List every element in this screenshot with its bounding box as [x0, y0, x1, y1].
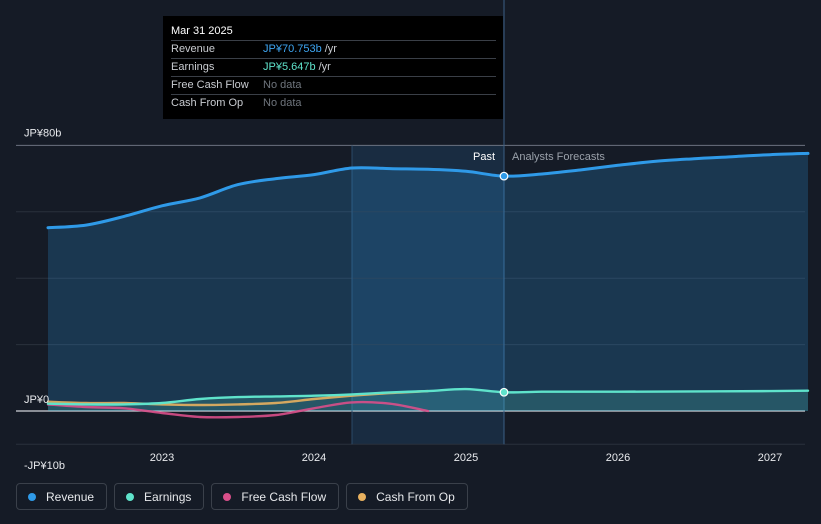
- legend-dot-icon: [358, 492, 367, 501]
- y-tick-label: -JP¥10b: [24, 460, 65, 472]
- tooltip-value: No data: [263, 97, 302, 109]
- tooltip-label: Cash From Op: [171, 97, 244, 109]
- legend-item-revenue[interactable]: Revenue: [16, 483, 108, 510]
- tooltip-value: JP¥70.753b: [263, 43, 322, 55]
- chart-areas: [48, 153, 808, 411]
- financial-chart: JP¥80b JP¥0 -JP¥10b 2023 2024 2025 2026 2027 Pas…: [16, 0, 810, 472]
- tooltip-label: Revenue: [171, 43, 216, 55]
- chart-lines: [46, 151, 810, 419]
- legend-label: Revenue: [46, 489, 95, 504]
- tooltip-unit: /yr: [324, 43, 337, 55]
- tooltip-label: Earnings: [171, 61, 215, 73]
- tooltip-row-free-cash-flow: Free Cash Flow No data: [171, 76, 496, 94]
- area-revenue: [48, 153, 808, 411]
- tooltip-unit: /yr: [318, 61, 331, 73]
- x-tick-label: 2026: [606, 452, 630, 464]
- legend-dot-icon: [223, 492, 232, 501]
- legend-item-earnings[interactable]: Earnings: [114, 483, 205, 510]
- chart-legend: Revenue Earnings Free Cash Flow Cash Fro…: [16, 483, 468, 510]
- x-tick-label: 2025: [454, 452, 478, 464]
- tooltip-value: No data: [263, 79, 302, 91]
- forecast-label: Analysts Forecasts: [512, 151, 605, 163]
- line-free-cash-flow: [46, 400, 430, 419]
- tooltip-row-cash-from-op: Cash From Op No data: [171, 94, 496, 112]
- legend-label: Cash From Op: [376, 489, 455, 504]
- y-tick-label: JP¥80b: [24, 127, 61, 139]
- tooltip-row-earnings: Earnings JP¥5.647b /yr: [171, 58, 496, 76]
- x-tick-label: 2023: [150, 452, 174, 464]
- legend-item-free-cash-flow[interactable]: Free Cash Flow: [211, 483, 340, 510]
- legend-dot-icon: [28, 492, 36, 501]
- x-tick-label: 2027: [758, 452, 782, 464]
- line-earnings: [46, 387, 810, 406]
- tooltip-label: Free Cash Flow: [171, 79, 249, 91]
- line-revenue: [46, 151, 810, 230]
- legend-label: Free Cash Flow: [241, 489, 327, 504]
- tooltip-date: Mar 31 2025: [171, 25, 233, 37]
- marker-revenue: [499, 171, 509, 181]
- tooltip-row-revenue: Revenue JP¥70.753b /yr: [171, 40, 496, 58]
- past-label: Past: [473, 151, 495, 163]
- tooltip: Mar 31 2025 Revenue JP¥70.753b /yr Earni…: [163, 16, 503, 119]
- legend-dot-icon: [126, 492, 135, 501]
- x-tick-label: 2024: [302, 452, 326, 464]
- marker-earnings: [499, 387, 509, 397]
- chart-labels: JP¥80b JP¥0 -JP¥10b 2023 2024 2025 2026 2027 Pas…: [24, 127, 782, 472]
- legend-label: Earnings: [144, 489, 192, 504]
- legend-item-cash-from-op[interactable]: Cash From Op: [346, 483, 468, 510]
- y-tick-label: JP¥0: [24, 394, 49, 406]
- tooltip-value: JP¥5.647b: [263, 61, 316, 73]
